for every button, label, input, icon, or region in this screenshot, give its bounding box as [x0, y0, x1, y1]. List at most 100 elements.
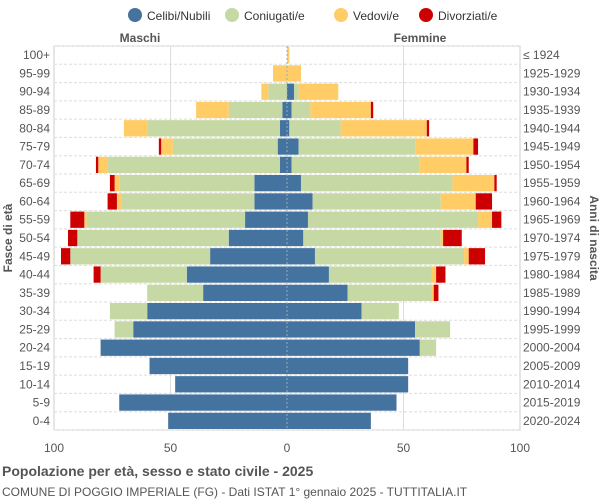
bar-female-celibi: [287, 138, 299, 155]
bar-female-divorziati: [473, 138, 479, 155]
bar-female-coniugati: [298, 138, 416, 155]
bar-male-coniugati: [172, 138, 278, 155]
y-axis-title-left: Fasce di età: [1, 203, 15, 272]
y-axis-title-right: Anni di nascita: [587, 195, 600, 281]
bar-male-vedovi: [261, 83, 269, 100]
bar-female-divorziati: [443, 229, 462, 247]
birth-year-label: 1970-1974: [523, 231, 581, 245]
bar-female-celibi: [287, 357, 409, 375]
age-group-label: 20-24: [19, 341, 50, 355]
bar-male-coniugati: [109, 303, 148, 320]
bar-female-coniugati: [303, 229, 441, 247]
bar-male-celibi: [210, 248, 287, 265]
birth-year-label: 2010-2014: [523, 377, 581, 391]
bar-female-celibi: [287, 229, 304, 247]
chart-subtitle: COMUNE DI POGGIO IMPERIALE (FG) - Dati I…: [2, 485, 468, 499]
age-group-label: 35-39: [19, 286, 50, 300]
bar-male-celibi: [147, 303, 287, 320]
birth-year-label: 1980-1984: [523, 268, 581, 282]
bar-male-vedovi: [123, 120, 148, 137]
age-group-label: 25-29: [19, 322, 50, 336]
bar-male-coniugati: [268, 83, 287, 100]
bar-female-coniugati: [419, 339, 437, 356]
bar-female-celibi: [287, 394, 397, 411]
birth-year-label: 2015-2019: [523, 396, 581, 410]
birth-year-label: 1925-1929: [523, 66, 581, 80]
legend-marker-vedovi: [334, 8, 348, 22]
bar-female-vedovi: [419, 156, 467, 173]
bar-female-coniugati: [328, 266, 432, 283]
age-group-label: 30-34: [19, 304, 50, 318]
age-group-label: 40-44: [19, 268, 50, 282]
x-tick-label: 100: [510, 441, 530, 455]
age-group-label: 55-59: [19, 213, 50, 227]
bar-female-vedovi: [452, 175, 495, 192]
legend-label-coniugati: Coniugati/e: [244, 9, 305, 23]
bar-male-vedovi: [98, 156, 108, 173]
bar-female-coniugati: [347, 284, 432, 301]
bar-female-celibi: [287, 156, 292, 173]
birth-year-label: 1995-1999: [523, 322, 581, 336]
bar-female-divorziati: [494, 175, 497, 192]
bar-female-coniugati: [291, 101, 311, 119]
bar-female-coniugati: [312, 193, 441, 210]
bar-female-vedovi: [287, 47, 290, 64]
birth-year-label: 1990-1994: [523, 304, 581, 318]
bar-female-celibi: [287, 120, 290, 137]
bar-female-celibi: [287, 175, 301, 192]
bar-male-vedovi: [114, 175, 120, 192]
bar-male-celibi: [245, 211, 287, 228]
bar-female-coniugati: [300, 175, 453, 192]
bar-female-celibi: [287, 303, 362, 320]
bar-male-coniugati: [147, 120, 281, 137]
bar-male-coniugati: [77, 229, 229, 247]
birth-year-label: 1930-1934: [523, 85, 581, 99]
bar-female-divorziati: [475, 193, 493, 210]
bar-male-divorziati: [95, 156, 99, 173]
bar-female-vedovi: [440, 229, 444, 247]
legend-label-divorziati: Divorziati/e: [438, 9, 498, 23]
birth-year-label: 2020-2024: [523, 414, 581, 428]
bar-male-coniugati: [86, 211, 246, 228]
bar-female-coniugati: [307, 211, 479, 228]
birth-year-label: 1945-1949: [523, 140, 581, 154]
birth-year-label: 1955-1959: [523, 176, 581, 190]
bar-male-celibi: [203, 284, 287, 301]
bar-male-vedovi: [273, 65, 287, 82]
bar-male-celibi: [100, 339, 287, 356]
bar-female-vedovi: [464, 248, 469, 265]
bar-female-vedovi: [310, 101, 371, 119]
bar-female-celibi: [287, 83, 294, 100]
bar-male-coniugati: [119, 175, 255, 192]
legend-label-vedovi: Vedovi/e: [353, 9, 399, 23]
bar-male-vedovi: [196, 101, 229, 119]
x-tick-label: 50: [397, 441, 411, 455]
age-group-label: 50-54: [19, 231, 50, 245]
bar-male-celibi: [186, 266, 287, 283]
birth-year-label: 2005-2009: [523, 359, 581, 373]
bar-male-celibi: [119, 394, 288, 411]
bar-male-coniugati: [107, 156, 281, 173]
bar-female-vedovi: [340, 120, 427, 137]
age-group-label: 0-4: [33, 414, 51, 428]
bar-female-celibi: [287, 101, 292, 119]
bar-female-vedovi: [298, 83, 339, 100]
bar-male-divorziati: [158, 138, 162, 155]
bar-female-vedovi: [287, 65, 301, 82]
birth-year-label: 2000-2004: [523, 341, 581, 355]
age-group-label: 60-64: [19, 194, 50, 208]
bar-male-celibi: [254, 193, 287, 210]
birth-year-label: 1975-1979: [523, 249, 581, 263]
bar-male-celibi: [133, 321, 287, 338]
bar-female-divorziati: [426, 120, 430, 137]
birth-year-label: 1965-1969: [523, 213, 581, 227]
bar-female-celibi: [287, 412, 371, 429]
bar-male-divorziati: [107, 193, 117, 210]
females-label: Femmine: [394, 31, 447, 45]
bar-male-divorziati: [67, 229, 78, 247]
bar-male-celibi: [228, 229, 287, 247]
age-group-label: 15-19: [19, 359, 50, 373]
bar-male-divorziati: [60, 248, 71, 265]
bar-male-vedovi: [116, 193, 122, 210]
